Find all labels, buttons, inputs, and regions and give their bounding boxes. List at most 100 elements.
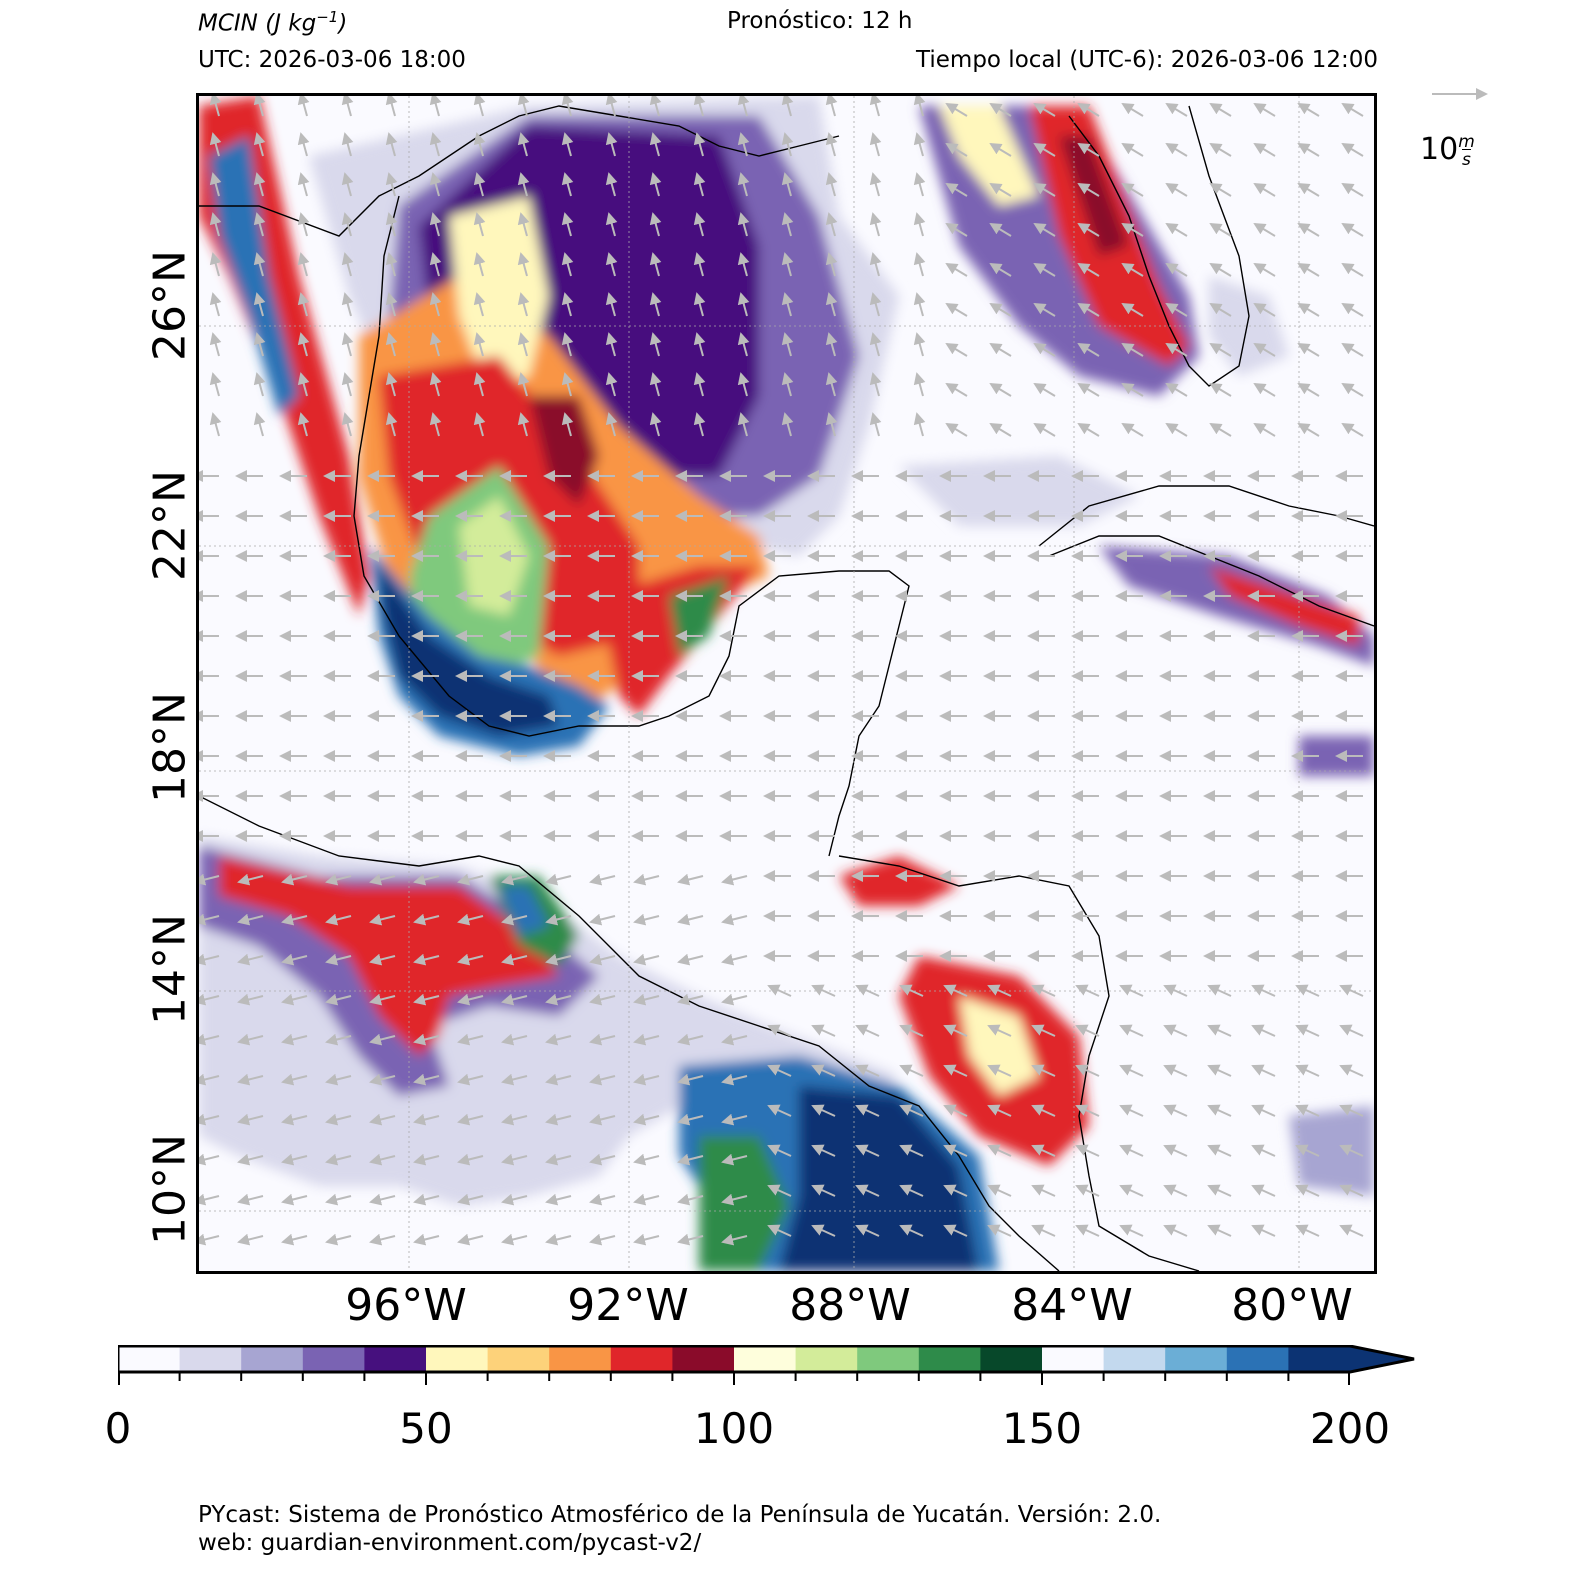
wind-vector — [945, 102, 968, 117]
wind-vector — [589, 1153, 616, 1166]
wind-vector — [199, 1073, 220, 1086]
colorbar-segment — [1226, 1346, 1289, 1372]
wind-vector — [1339, 1224, 1364, 1237]
wind-vector — [473, 172, 486, 197]
wind-vector — [1121, 222, 1144, 237]
wind-vector — [199, 1233, 220, 1246]
wind-vector — [737, 292, 750, 317]
wind-vector — [989, 182, 1012, 197]
wind-vector — [325, 953, 352, 966]
wind-vector — [869, 372, 882, 397]
wind-vector — [649, 332, 662, 357]
wind-vector — [987, 1104, 1012, 1117]
wind-vector — [677, 1033, 704, 1046]
wind-vector — [369, 1153, 396, 1166]
wind-vector — [737, 372, 750, 397]
wind-vector — [899, 1184, 924, 1197]
wind-vector — [457, 873, 484, 886]
wind-vector — [281, 1193, 308, 1206]
wind-vector — [1295, 1184, 1320, 1197]
wind-vector — [199, 1033, 220, 1046]
lon-label-96w: 96°W — [345, 1280, 467, 1331]
footer-web[interactable]: web: guardian-environment.com/pycast-v2/ — [198, 1530, 702, 1556]
wind-vector — [209, 332, 222, 357]
wind-vector — [501, 1033, 528, 1046]
wind-vector — [473, 292, 486, 317]
wind-vector — [1031, 1144, 1056, 1157]
wind-vector — [945, 302, 968, 317]
wind-vector — [1297, 422, 1320, 437]
wind-vector — [297, 252, 310, 277]
lon-label-88w: 88°W — [789, 1280, 911, 1331]
wind-vector — [369, 1113, 396, 1126]
wind-vector — [253, 372, 266, 397]
wind-vector — [1209, 102, 1232, 117]
wind-vector — [369, 1033, 396, 1046]
wind-vector — [1295, 1024, 1320, 1037]
wind-vector — [413, 1153, 440, 1166]
wind-vector — [1121, 142, 1144, 157]
wind-vector — [545, 913, 572, 926]
wind-vector — [1297, 182, 1320, 197]
wind-vector — [501, 1153, 528, 1166]
wind-vector — [561, 132, 574, 157]
colorbar-segment — [1165, 1346, 1228, 1372]
wind-vector — [825, 172, 838, 197]
wind-vector — [1077, 142, 1100, 157]
wind-vector — [693, 96, 706, 117]
wind-vector — [561, 412, 574, 437]
wind-vector — [429, 96, 442, 117]
wind-vector — [633, 1193, 660, 1206]
wind-vector — [369, 953, 396, 966]
wind-vector — [1295, 1064, 1320, 1077]
wind-vector — [341, 132, 354, 157]
wind-vector — [1031, 1224, 1056, 1237]
wind-vector — [1031, 1104, 1056, 1117]
wind-vector — [1251, 1024, 1276, 1037]
wind-vector — [767, 984, 792, 997]
map-panel[interactable] — [196, 93, 1377, 1274]
wind-vector — [385, 412, 398, 437]
wind-vector — [561, 292, 574, 317]
wind-vector — [1341, 222, 1364, 237]
wind-vector — [281, 873, 308, 886]
wind-vector — [1077, 182, 1100, 197]
wind-vector — [767, 1064, 792, 1077]
wind-vector — [1341, 342, 1364, 357]
wind-vector — [693, 372, 706, 397]
coastlines — [199, 105, 1374, 1271]
wind-vector — [989, 422, 1012, 437]
colorbar-segment — [857, 1346, 920, 1372]
wind-vector — [677, 1193, 704, 1206]
wind-vector — [209, 372, 222, 397]
wind-vector — [545, 1113, 572, 1126]
wind-vector — [517, 332, 530, 357]
wind-vector — [325, 1113, 352, 1126]
wind-vector — [325, 1193, 352, 1206]
wind-vector — [253, 132, 266, 157]
wind-vector — [209, 96, 222, 117]
wind-vector — [473, 412, 486, 437]
wind-vector — [1033, 262, 1056, 277]
wind-vector — [943, 1224, 968, 1237]
wind-vector — [649, 132, 662, 157]
wind-vector — [1341, 302, 1364, 317]
wind-vector — [855, 1064, 880, 1077]
colorbar-tick-0: 0 — [104, 1404, 132, 1453]
wind-vector — [325, 1073, 352, 1086]
wind-vector — [987, 984, 1012, 997]
wind-vector — [209, 132, 222, 157]
wind-vector — [633, 873, 660, 886]
wind-vector — [561, 372, 574, 397]
wind-vector — [1033, 382, 1056, 397]
wind-vector — [385, 212, 398, 237]
wind-vector — [1031, 984, 1056, 997]
wind-vector — [781, 252, 794, 277]
wind-vector — [253, 96, 266, 117]
wind-vector — [281, 993, 308, 1006]
wind-vector — [281, 1033, 308, 1046]
lat-label-22n: 22°N — [144, 470, 196, 581]
wind-vector — [341, 372, 354, 397]
wind-vector — [517, 132, 530, 157]
wind-vector — [855, 1024, 880, 1037]
